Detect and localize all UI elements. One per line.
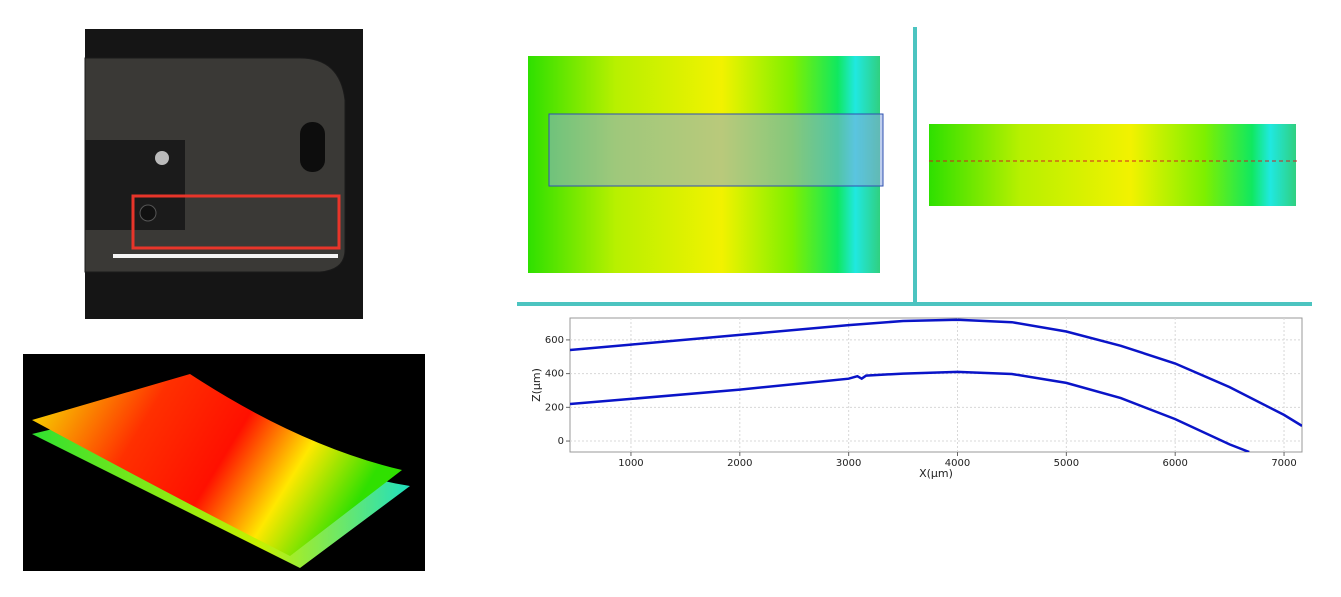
line-series	[570, 370, 1250, 452]
line-series	[570, 318, 1302, 427]
y-tick-label: 400	[545, 369, 564, 380]
surface-render	[23, 354, 425, 571]
x-tick-label: 7000	[1271, 458, 1296, 469]
plot-area	[569, 317, 1303, 453]
y-axis-title: Z(µm)	[530, 368, 543, 402]
y-tick-label: 0	[558, 436, 564, 447]
x-tick-label: 4000	[945, 458, 970, 469]
x-tick-label: 5000	[1054, 458, 1079, 469]
photo	[84, 29, 363, 319]
y-tick-label: 600	[545, 335, 564, 346]
height-map	[528, 56, 884, 273]
x-tick-label: 1000	[618, 458, 643, 469]
x-tick-label: 2000	[727, 458, 752, 469]
chart: X(µm) Z(µm) 1000 2000 3000 4000 5000 6000 7000…	[530, 317, 1303, 480]
x-axis-title: X(µm)	[919, 467, 953, 480]
profile-map	[929, 124, 1300, 206]
x-tick-label: 3000	[836, 458, 861, 469]
y-tick-label: 200	[545, 402, 564, 413]
x-tick-label: 6000	[1162, 458, 1187, 469]
